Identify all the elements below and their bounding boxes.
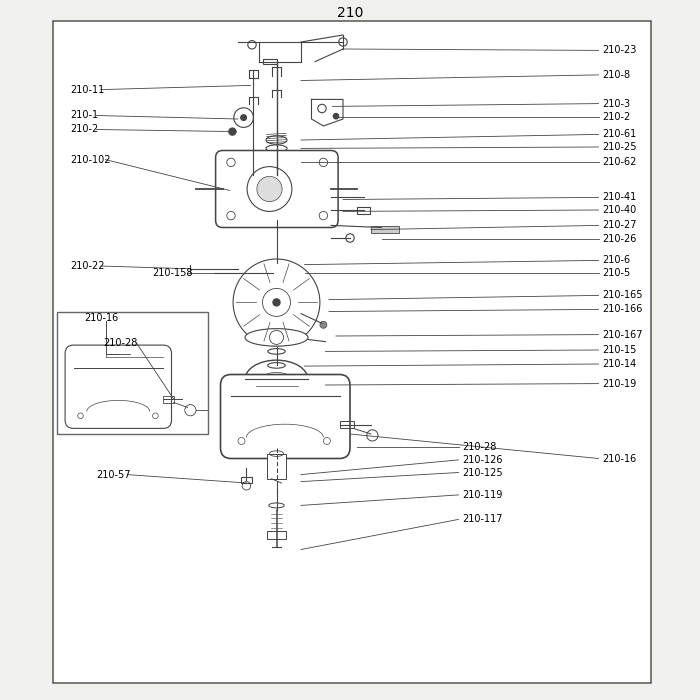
FancyBboxPatch shape bbox=[220, 374, 350, 458]
Text: 210-5: 210-5 bbox=[602, 268, 630, 278]
Text: 210-167: 210-167 bbox=[602, 330, 643, 340]
Text: 210-26: 210-26 bbox=[602, 234, 636, 244]
Text: 210-1: 210-1 bbox=[70, 111, 98, 120]
Text: 210-126: 210-126 bbox=[462, 455, 503, 465]
Bar bbox=[241, 477, 252, 483]
Text: 210-57: 210-57 bbox=[97, 470, 131, 480]
Circle shape bbox=[229, 128, 236, 135]
Circle shape bbox=[233, 259, 320, 346]
Text: 210-2: 210-2 bbox=[602, 112, 630, 122]
Bar bbox=[371, 226, 399, 233]
Ellipse shape bbox=[245, 328, 308, 346]
Text: 210: 210 bbox=[337, 6, 363, 20]
Text: 210-102: 210-102 bbox=[70, 155, 111, 164]
Text: 210-16: 210-16 bbox=[84, 313, 118, 323]
Text: 210-165: 210-165 bbox=[602, 290, 643, 300]
Text: 210-11: 210-11 bbox=[70, 85, 104, 95]
Circle shape bbox=[320, 321, 327, 328]
Text: 210-19: 210-19 bbox=[602, 379, 636, 389]
Text: 210-61: 210-61 bbox=[602, 130, 636, 139]
Text: 210-14: 210-14 bbox=[602, 359, 636, 369]
Circle shape bbox=[247, 167, 292, 211]
Bar bbox=[267, 454, 286, 479]
Text: 210-22: 210-22 bbox=[70, 261, 104, 271]
Circle shape bbox=[241, 115, 246, 120]
Bar bbox=[263, 60, 277, 64]
Text: 210-27: 210-27 bbox=[602, 220, 636, 230]
FancyBboxPatch shape bbox=[65, 345, 172, 428]
Text: 210-158: 210-158 bbox=[153, 268, 193, 278]
Circle shape bbox=[257, 176, 282, 202]
Text: 210-40: 210-40 bbox=[602, 205, 636, 215]
Bar bbox=[57, 312, 208, 434]
Text: 210-2: 210-2 bbox=[70, 125, 98, 134]
Text: 210-125: 210-125 bbox=[462, 468, 503, 477]
Bar bbox=[340, 421, 354, 428]
Text: 210-6: 210-6 bbox=[602, 256, 630, 265]
Bar bbox=[52, 21, 651, 682]
Text: 210-41: 210-41 bbox=[602, 193, 636, 202]
Text: 210-28: 210-28 bbox=[104, 338, 138, 348]
Text: 210-15: 210-15 bbox=[602, 345, 636, 355]
Bar bbox=[163, 395, 174, 402]
Text: 210-23: 210-23 bbox=[602, 46, 636, 55]
FancyBboxPatch shape bbox=[216, 150, 338, 228]
Text: 210-16: 210-16 bbox=[602, 454, 636, 463]
Text: 210-166: 210-166 bbox=[602, 304, 643, 314]
Bar bbox=[267, 531, 286, 539]
Text: 210-8: 210-8 bbox=[602, 70, 630, 80]
Circle shape bbox=[280, 270, 287, 276]
Text: 210-117: 210-117 bbox=[462, 514, 503, 524]
Bar bbox=[357, 206, 370, 214]
Text: 210-25: 210-25 bbox=[602, 142, 636, 152]
Text: 210-28: 210-28 bbox=[462, 442, 496, 452]
Circle shape bbox=[333, 113, 339, 119]
Text: 210-119: 210-119 bbox=[462, 490, 503, 500]
Text: 210-62: 210-62 bbox=[602, 158, 636, 167]
Text: 210-3: 210-3 bbox=[602, 99, 630, 108]
Circle shape bbox=[273, 299, 280, 306]
